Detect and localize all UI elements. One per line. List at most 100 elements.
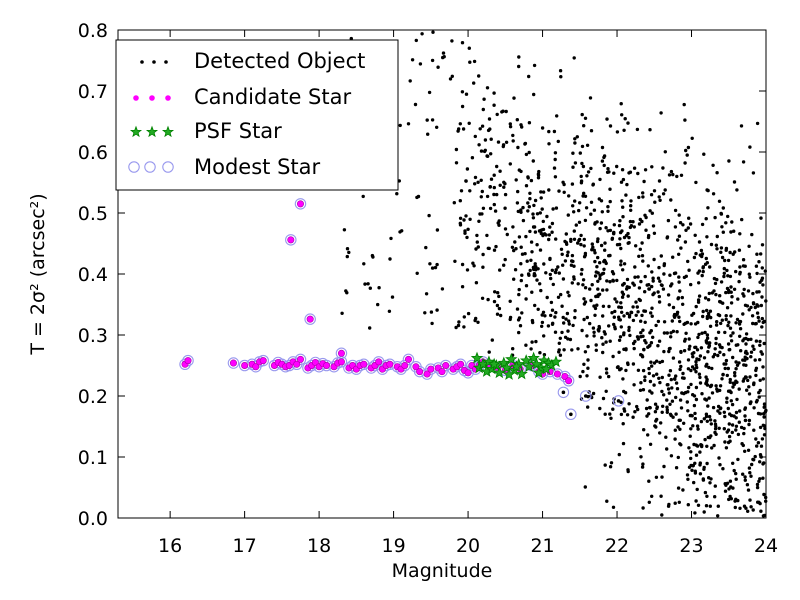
detected-object-point: [608, 199, 612, 204]
detected-object-point: [627, 171, 631, 175]
detected-object-point: [545, 214, 549, 219]
detected-object-point: [527, 74, 531, 79]
detected-object-point: [648, 209, 652, 213]
detected-object-point: [746, 488, 751, 492]
detected-object-point: [573, 141, 577, 145]
detected-object-point: [647, 412, 651, 416]
detected-object-point: [710, 291, 714, 295]
detected-object-point: [533, 198, 538, 203]
detected-object-point: [701, 309, 705, 314]
detected-object-point: [546, 324, 551, 328]
detected-object-point: [620, 290, 624, 294]
detected-object-point: [430, 321, 434, 326]
detected-object-point: [530, 318, 535, 323]
detected-object-point: [453, 259, 457, 263]
psf-star-point: [527, 351, 540, 364]
detected-object-point: [512, 248, 516, 253]
detected-object-point: [620, 113, 624, 117]
detected-object-point: [563, 259, 568, 263]
detected-object-point: [686, 145, 691, 150]
detected-object-point: [758, 477, 762, 481]
detected-object-point: [704, 364, 708, 368]
detected-object-point: [694, 360, 698, 364]
detected-object-point: [516, 189, 520, 194]
detected-object-point: [345, 247, 350, 251]
detected-object-point: [678, 221, 683, 225]
detected-object-point: [650, 270, 654, 274]
detected-object-point: [696, 298, 701, 302]
detected-object-point: [617, 317, 621, 322]
psf-star-point: [515, 367, 528, 380]
detected-object-point: [707, 341, 711, 345]
detected-object-point: [638, 446, 642, 451]
detected-object-point: [732, 180, 737, 184]
detected-object-point: [714, 292, 718, 297]
detected-object-point: [671, 415, 675, 419]
detected-object-point: [707, 344, 712, 348]
detected-object-point: [649, 329, 653, 333]
detected-object-point: [663, 150, 667, 154]
detected-object-point: [727, 159, 731, 163]
detected-object-point: [650, 284, 654, 289]
detected-object-point: [662, 331, 667, 335]
detected-object-point: [737, 420, 741, 424]
legend-marker-detected: [140, 60, 144, 64]
legend-marker-psf: [145, 125, 159, 138]
detected-object-point: [716, 409, 720, 413]
detected-object-point: [729, 399, 733, 403]
detected-object-point: [741, 160, 746, 164]
detected-object-point: [658, 198, 662, 202]
detected-object-point: [661, 404, 665, 408]
detected-object-point: [747, 418, 752, 423]
detected-object-point: [749, 337, 753, 341]
detected-object-point: [683, 240, 688, 244]
detected-object-point: [524, 297, 528, 301]
detected-object-point: [677, 275, 681, 279]
detected-object-point: [573, 137, 577, 141]
detected-object-point: [759, 216, 763, 220]
detected-object-point: [482, 97, 486, 101]
detected-object-point: [591, 182, 595, 186]
detected-object-point: [618, 237, 622, 241]
detected-object-point: [709, 315, 713, 320]
detected-object-point: [582, 362, 586, 366]
detected-object-point: [734, 379, 738, 383]
detected-object-point: [705, 494, 709, 498]
detected-object-point: [533, 303, 537, 308]
detected-object-point: [579, 174, 583, 179]
detected-object-point: [685, 473, 690, 477]
detected-object-point: [574, 223, 578, 227]
detected-object-point: [670, 386, 674, 390]
detected-object-point: [570, 348, 574, 352]
y-tick-label: 0.8: [78, 20, 108, 42]
detected-object-point: [592, 330, 596, 334]
detected-object-point: [571, 151, 575, 155]
y-tick-label: 0.5: [78, 203, 108, 225]
detected-object-point: [570, 182, 575, 186]
detected-object-point: [700, 331, 704, 335]
detected-object-point: [666, 218, 671, 223]
detected-object-point: [617, 305, 621, 309]
legend-marker-psf: [129, 125, 143, 138]
detected-object-point: [665, 331, 669, 335]
detected-object-point: [628, 333, 632, 338]
detected-object-point: [566, 290, 570, 294]
detected-object-point: [673, 501, 677, 505]
detected-object-point: [594, 348, 598, 352]
detected-object-point: [718, 384, 723, 388]
detected-object-point: [496, 291, 500, 295]
detected-object-point: [722, 271, 726, 275]
psf-star-point: [510, 360, 523, 372]
detected-object-point: [689, 450, 693, 454]
y-axis-ticks: 0.0 0.1 0.2 0.3 0.4 0.5 0.6 0.7 0.8: [78, 20, 766, 530]
detected-object-point: [599, 221, 604, 225]
detected-object-point: [677, 252, 681, 256]
detected-object-point: [586, 405, 590, 409]
detected-object-point: [497, 223, 501, 227]
detected-object-point: [454, 325, 458, 330]
detected-object-point: [581, 278, 586, 282]
detected-object-point: [750, 462, 754, 467]
detected-object-point: [725, 268, 729, 273]
detected-object-point: [637, 222, 642, 226]
detected-object-point: [572, 275, 576, 279]
